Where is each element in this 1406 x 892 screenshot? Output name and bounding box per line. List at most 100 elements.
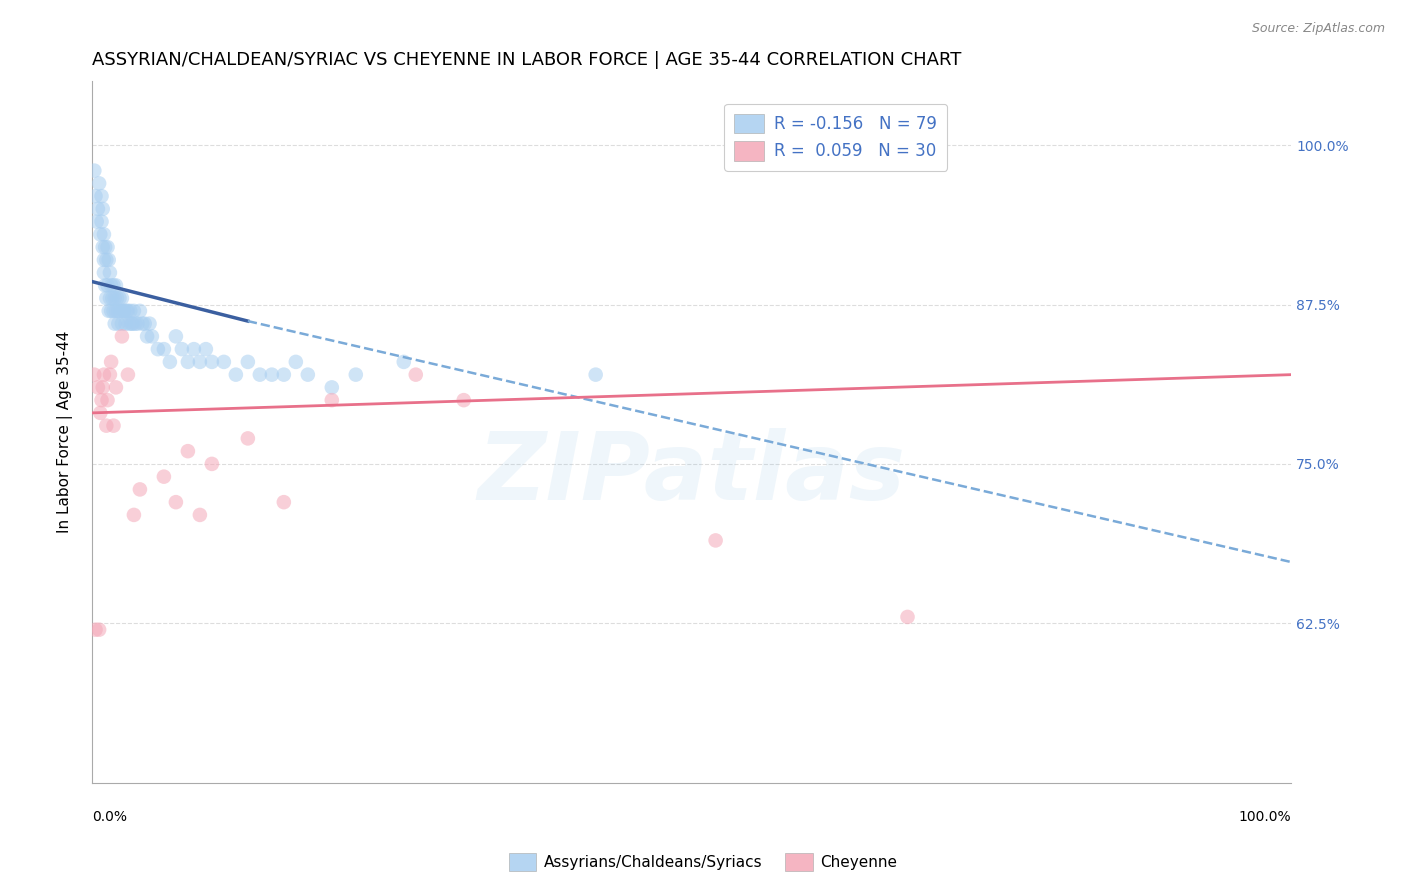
Point: [96, 393, 118, 408]
Point: [107, 304, 129, 318]
Text: 100.0%: 100.0%: [1239, 810, 1291, 824]
Point: [100, 355, 122, 369]
Point: [165, 329, 187, 343]
Point: [153, 342, 176, 356]
Point: [96, 278, 118, 293]
Point: [89, 623, 111, 637]
Point: [236, 431, 259, 445]
Point: [136, 329, 159, 343]
Point: [89, 177, 111, 191]
Point: [83, 368, 105, 382]
Point: [122, 508, 145, 522]
Point: [87, 202, 110, 216]
Point: [114, 317, 136, 331]
Point: [118, 317, 141, 331]
Point: [90, 214, 112, 228]
Point: [104, 317, 127, 331]
Point: [212, 355, 235, 369]
Point: [94, 278, 117, 293]
Point: [110, 304, 132, 318]
Point: [112, 304, 135, 318]
Point: [94, 240, 117, 254]
Point: [117, 304, 139, 318]
Point: [111, 317, 134, 331]
Point: [93, 368, 115, 382]
Point: [83, 163, 105, 178]
Point: [153, 469, 176, 483]
Point: [115, 304, 138, 318]
Text: 0.0%: 0.0%: [91, 810, 127, 824]
Point: [91, 380, 114, 394]
Point: [124, 317, 146, 331]
Point: [108, 291, 131, 305]
Point: [121, 317, 143, 331]
Point: [201, 457, 224, 471]
Point: [89, 406, 111, 420]
Point: [111, 291, 134, 305]
Point: [97, 304, 120, 318]
Point: [201, 355, 224, 369]
Point: [120, 304, 142, 318]
Point: [103, 304, 125, 318]
Point: [98, 266, 121, 280]
Point: [84, 623, 107, 637]
Text: ASSYRIAN/CHALDEAN/SYRIAC VS CHEYENNE IN LABOR FORCE | AGE 35-44 CORRELATION CHAR: ASSYRIAN/CHALDEAN/SYRIAC VS CHEYENNE IN …: [91, 51, 962, 69]
Point: [104, 291, 127, 305]
Y-axis label: In Labor Force | Age 35-44: In Labor Force | Age 35-44: [58, 331, 73, 533]
Point: [194, 342, 217, 356]
Point: [159, 355, 181, 369]
Point: [453, 393, 475, 408]
Point: [103, 278, 125, 293]
Point: [96, 418, 118, 433]
Point: [104, 278, 127, 293]
Point: [121, 317, 143, 331]
Point: [273, 368, 295, 382]
Point: [104, 380, 127, 394]
Point: [297, 368, 319, 382]
Point: [112, 304, 135, 318]
Point: [96, 240, 118, 254]
Point: [188, 355, 211, 369]
Point: [117, 368, 139, 382]
Point: [896, 610, 918, 624]
Point: [138, 317, 160, 331]
Point: [100, 278, 122, 293]
Point: [392, 355, 415, 369]
Point: [704, 533, 727, 548]
Point: [93, 227, 115, 242]
Point: [93, 266, 115, 280]
Point: [170, 342, 193, 356]
Point: [97, 252, 120, 267]
Text: Source: ZipAtlas.com: Source: ZipAtlas.com: [1251, 22, 1385, 36]
Point: [131, 317, 153, 331]
Point: [105, 291, 128, 305]
Point: [177, 444, 200, 458]
Point: [91, 240, 114, 254]
Point: [321, 393, 343, 408]
Point: [284, 355, 307, 369]
Point: [98, 368, 121, 382]
Point: [321, 380, 343, 394]
Point: [90, 189, 112, 203]
Point: [87, 380, 110, 394]
Point: [103, 418, 125, 433]
Point: [134, 317, 156, 331]
Point: [177, 355, 200, 369]
Point: [89, 227, 111, 242]
Point: [405, 368, 427, 382]
Point: [225, 368, 247, 382]
Point: [188, 508, 211, 522]
Point: [98, 291, 121, 305]
Point: [90, 393, 112, 408]
Point: [236, 355, 259, 369]
Point: [91, 202, 114, 216]
Point: [107, 317, 129, 331]
Legend: Assyrians/Chaldeans/Syriacs, Cheyenne: Assyrians/Chaldeans/Syriacs, Cheyenne: [502, 847, 904, 877]
Point: [127, 317, 149, 331]
Point: [165, 495, 187, 509]
Point: [93, 252, 115, 267]
Point: [344, 368, 367, 382]
Point: [273, 495, 295, 509]
Point: [86, 214, 108, 228]
Point: [96, 291, 118, 305]
